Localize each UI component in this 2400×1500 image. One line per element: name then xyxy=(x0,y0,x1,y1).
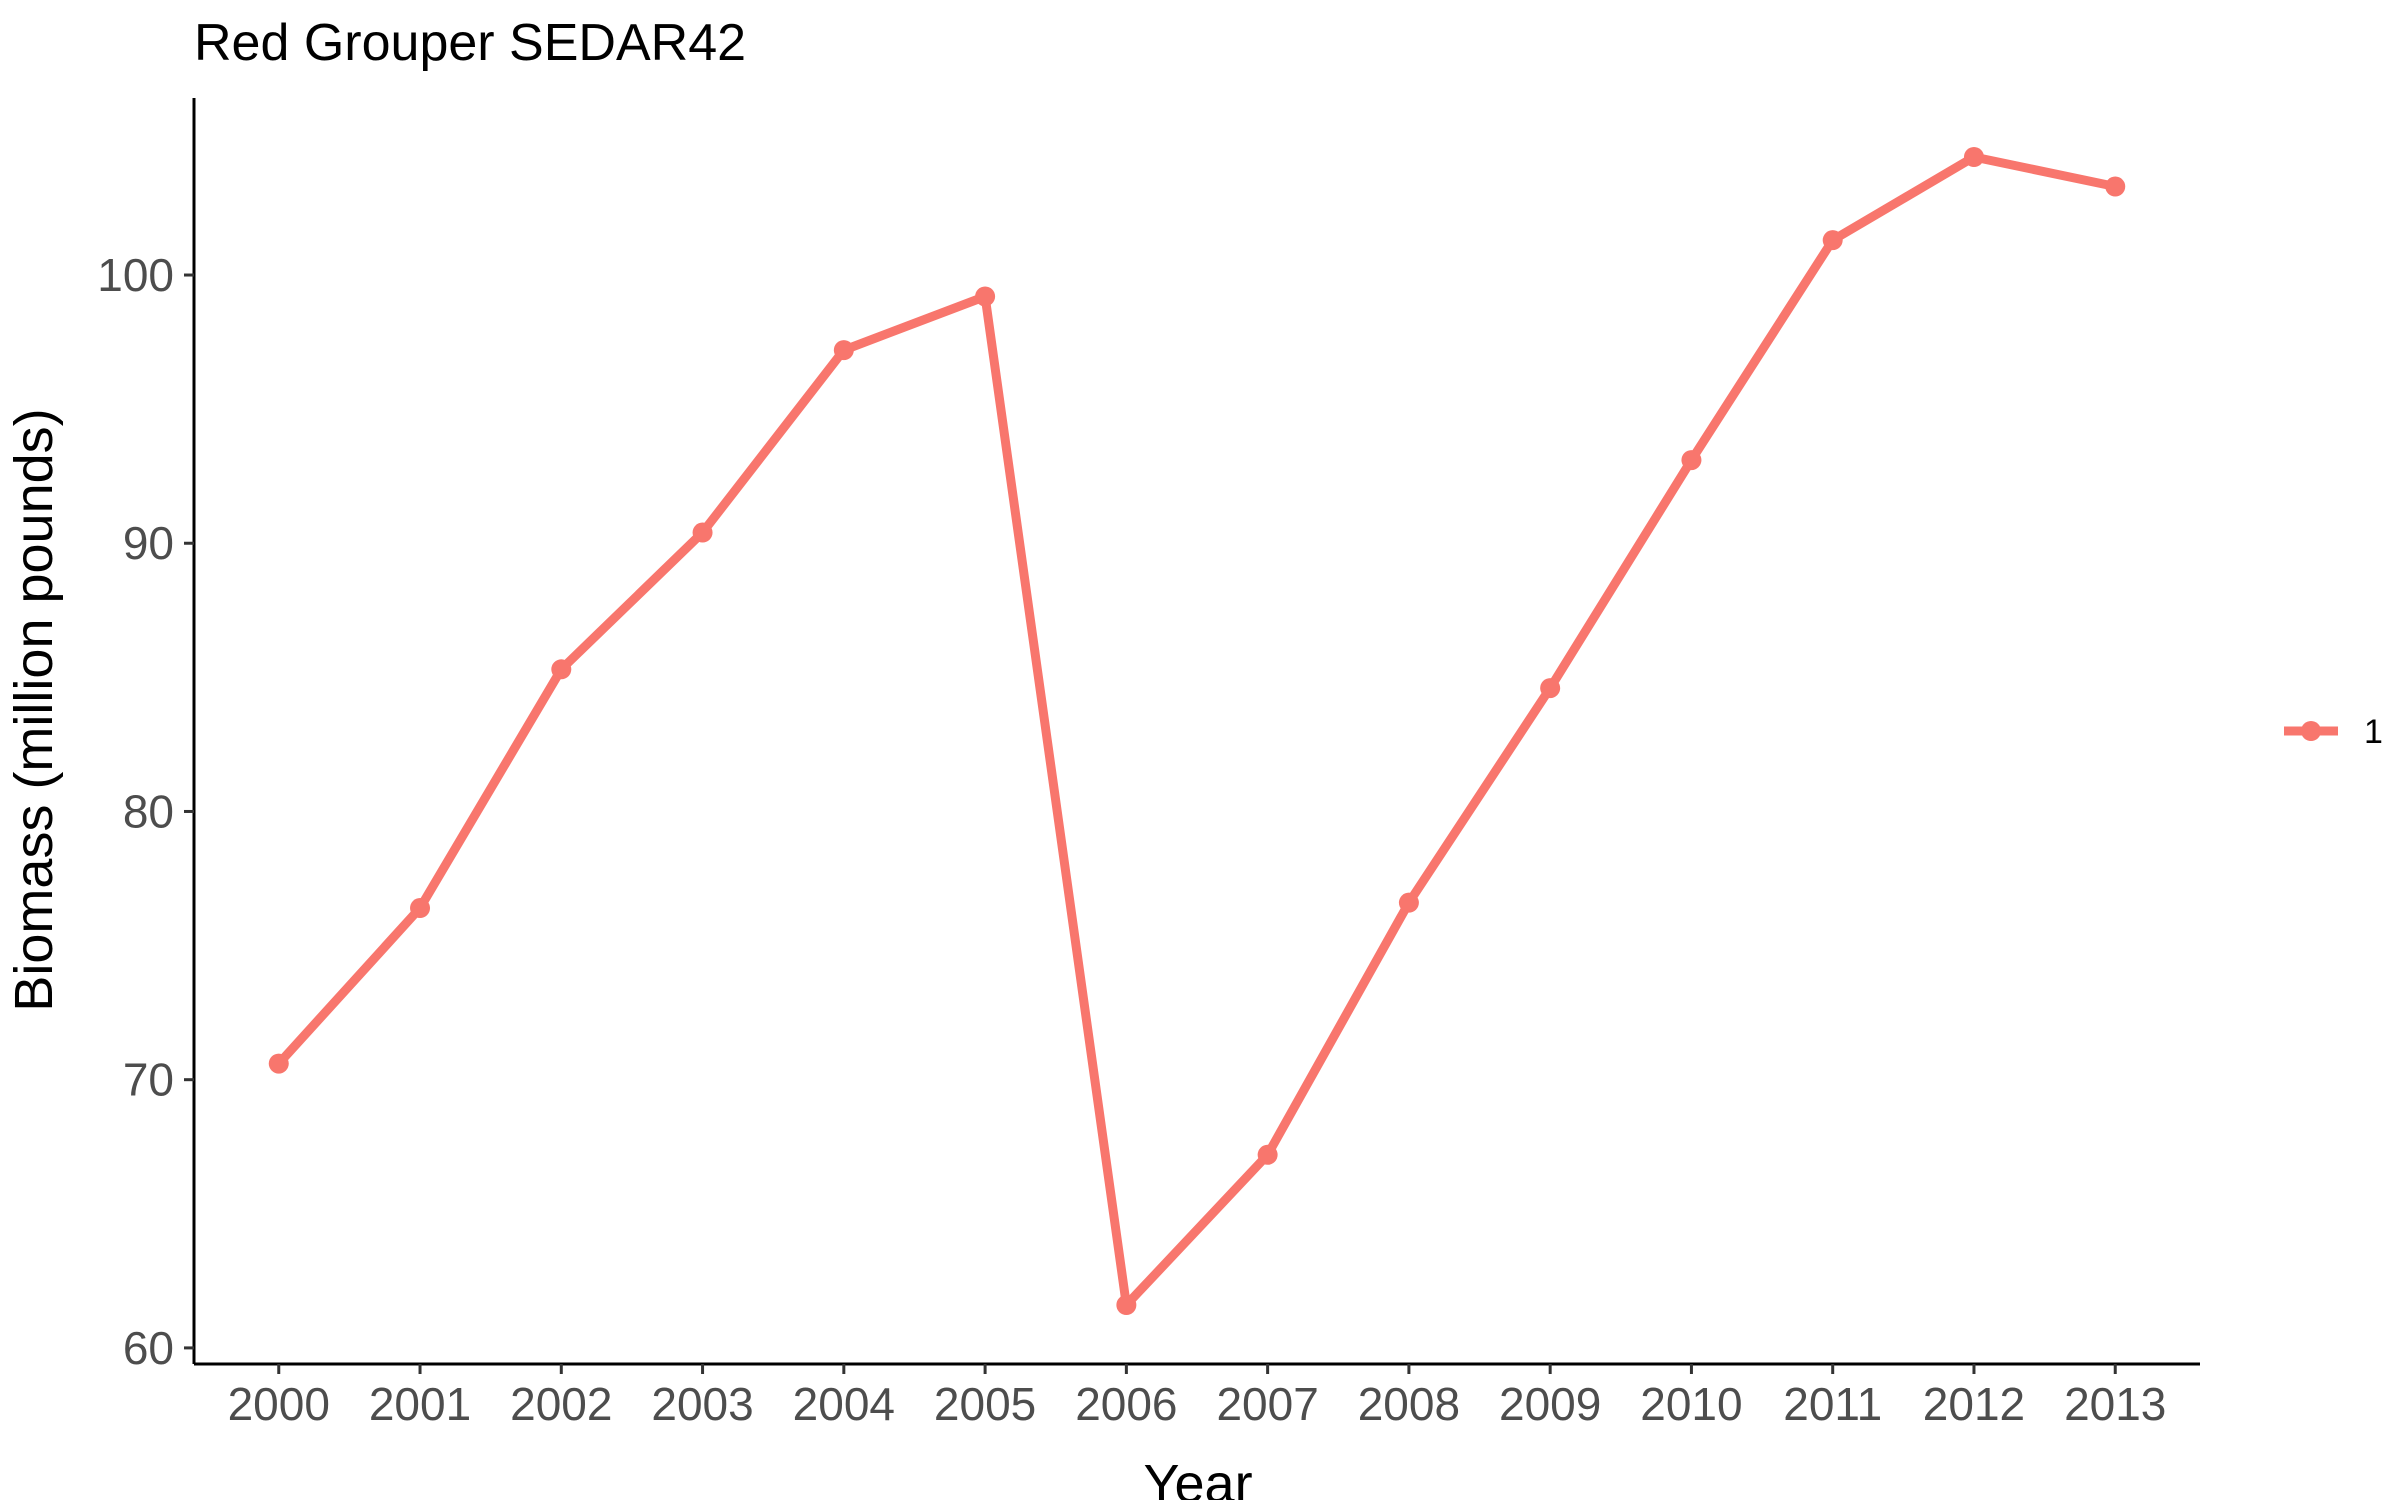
legend-marker xyxy=(2301,721,2321,741)
x-tick-label: 2007 xyxy=(1216,1378,1318,1430)
x-tick-label: 2011 xyxy=(1783,1378,1882,1430)
y-tick-label: 100 xyxy=(97,249,174,301)
y-tick-label: 90 xyxy=(123,517,174,569)
y-tick-label: 60 xyxy=(123,1322,174,1374)
x-tick-label: 2005 xyxy=(934,1378,1036,1430)
y-tick-label: 80 xyxy=(123,785,174,837)
data-point xyxy=(1681,450,1702,471)
y-axis: 60 70 80 90 100 xyxy=(97,98,196,1374)
x-tick-label: 2003 xyxy=(651,1378,753,1430)
data-point xyxy=(1116,1294,1137,1315)
data-point xyxy=(268,1053,289,1074)
x-tick-label: 2012 xyxy=(1923,1378,2025,1430)
data-point xyxy=(1822,230,1843,251)
x-tick-label: 2004 xyxy=(793,1378,895,1430)
data-point xyxy=(692,522,713,543)
data-point xyxy=(1257,1144,1278,1165)
x-tick-label: 2000 xyxy=(228,1378,330,1430)
x-tick-label: 2008 xyxy=(1358,1378,1460,1430)
y-tick-label: 70 xyxy=(123,1054,174,1106)
data-point xyxy=(2105,176,2126,197)
chart-title: Red Grouper SEDAR42 xyxy=(194,14,746,72)
data-point xyxy=(410,898,431,919)
legend: 1 xyxy=(2284,713,2383,751)
x-axis: 2000 2001 2002 2003 2004 2005 2006 2007 2008 2009… xyxy=(194,1362,2200,1430)
x-axis-title: Year xyxy=(1143,1454,1252,1500)
data-point xyxy=(1540,678,1561,699)
x-tick-label: 2001 xyxy=(369,1378,471,1430)
data-point xyxy=(1398,892,1419,913)
x-tick-label: 2010 xyxy=(1640,1378,1742,1430)
data-point xyxy=(1963,147,1984,168)
x-tick-label: 2002 xyxy=(510,1378,612,1430)
series-line xyxy=(274,152,2120,1310)
plot-area xyxy=(268,147,2126,1315)
legend-label: 1 xyxy=(2364,713,2383,751)
x-tick-label: 2013 xyxy=(2064,1378,2166,1430)
data-point xyxy=(975,286,996,307)
x-tick-label: 2009 xyxy=(1499,1378,1601,1430)
data-point xyxy=(551,659,572,680)
x-tick-label: 2006 xyxy=(1075,1378,1177,1430)
y-axis-title: Biomass (million pounds) xyxy=(4,408,64,1011)
data-point xyxy=(833,340,854,361)
